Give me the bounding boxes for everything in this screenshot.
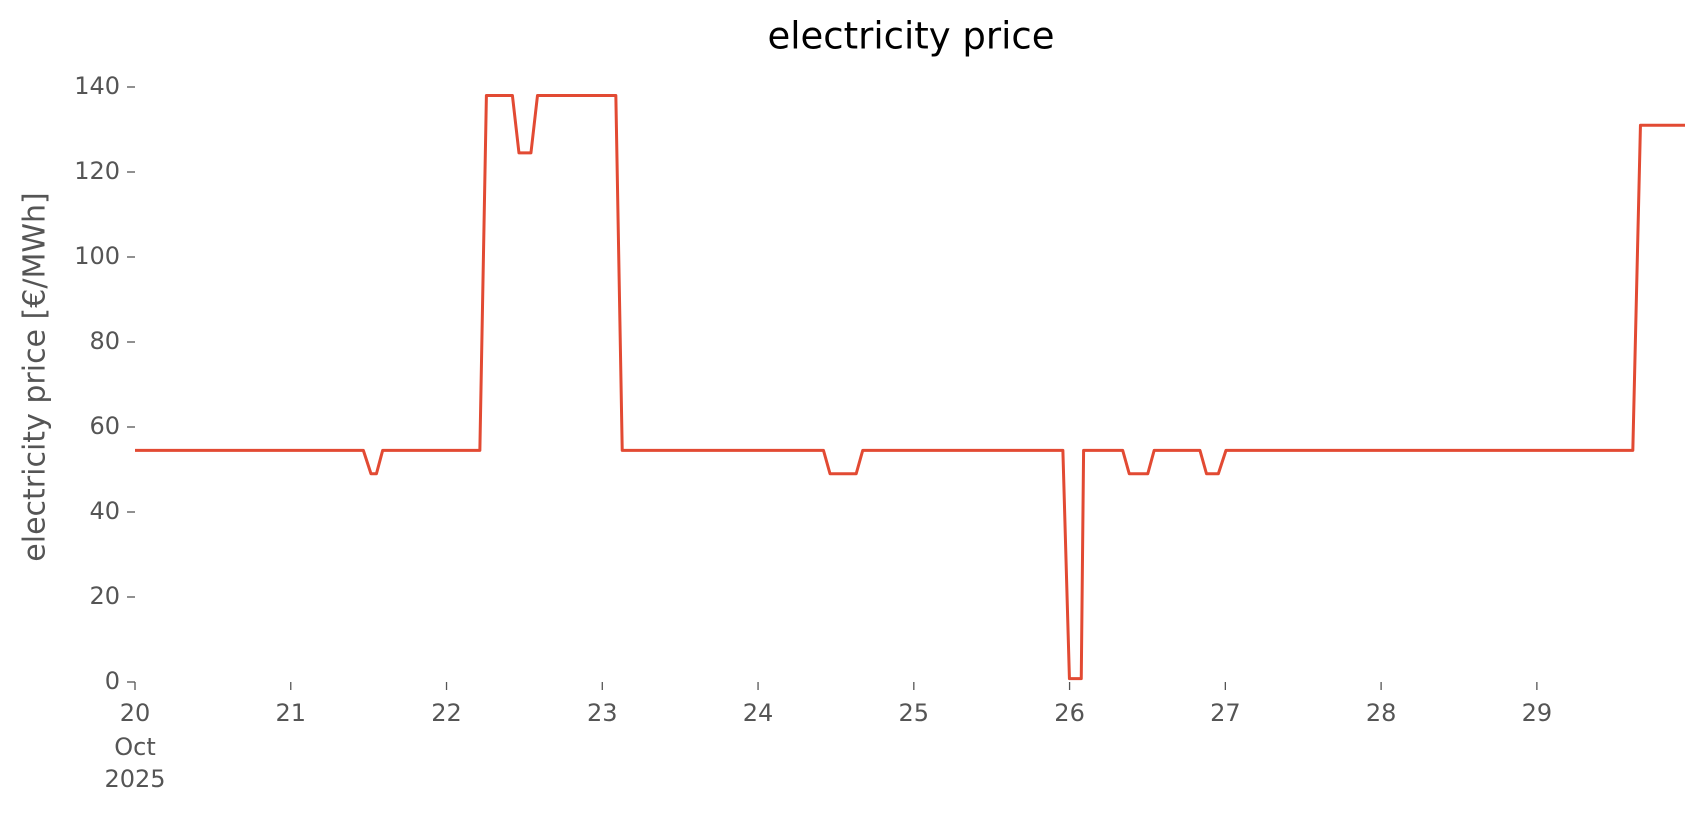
- x-tick-label: 25: [899, 699, 930, 727]
- x-tick-label: 27: [1210, 699, 1241, 727]
- y-tick-label: 60: [89, 412, 120, 440]
- y-tick-label: 40: [89, 497, 120, 525]
- y-tick-label: 100: [74, 242, 120, 270]
- x-month-label: Oct: [114, 733, 156, 761]
- y-tick-label: 120: [74, 157, 120, 185]
- price-line: [135, 94, 1685, 681]
- x-tick-label: 24: [743, 699, 774, 727]
- y-axis-label: electricity price [€/MWh]: [18, 192, 53, 561]
- y-tick-label: 0: [105, 667, 120, 695]
- y-tick-label: 140: [74, 72, 120, 100]
- x-tick-label: 28: [1366, 699, 1397, 727]
- x-tick-label: 26: [1054, 699, 1085, 727]
- x-tick-label: 23: [587, 699, 618, 727]
- x-tick-label: 29: [1522, 699, 1553, 727]
- x-tick-label: 20: [120, 699, 151, 727]
- x-year-label: 2025: [104, 765, 165, 793]
- y-tick-label: 20: [89, 582, 120, 610]
- chart-title: electricity price: [767, 15, 1054, 58]
- x-tick-label: 21: [275, 699, 306, 727]
- y-tick-label: 80: [89, 327, 120, 355]
- x-tick-label: 22: [431, 699, 462, 727]
